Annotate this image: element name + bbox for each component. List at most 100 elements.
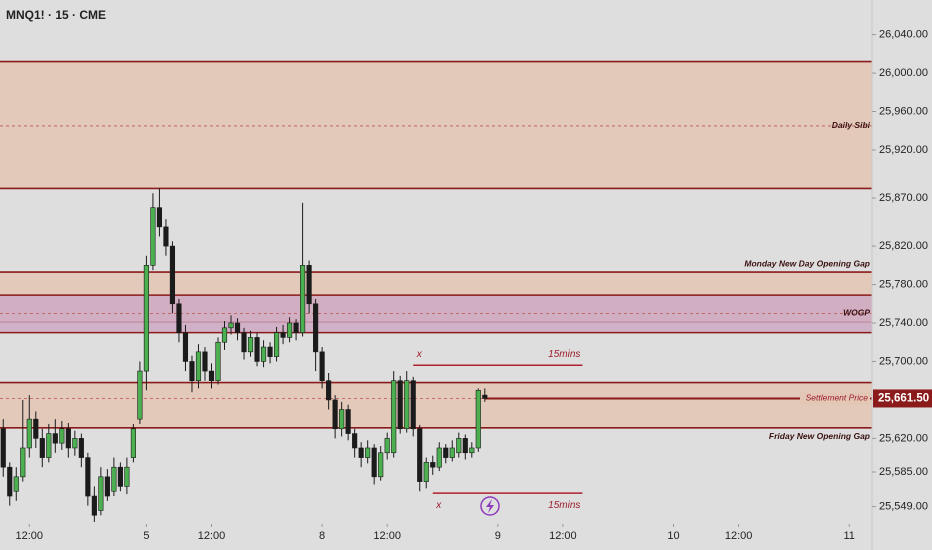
zone bbox=[0, 382, 872, 428]
candle-body bbox=[215, 341, 221, 381]
candle-body bbox=[332, 399, 338, 430]
candle-body bbox=[397, 380, 403, 430]
candle-body bbox=[410, 380, 416, 430]
zone-label: Monday New Day Opening Gap bbox=[744, 258, 870, 268]
candle-body bbox=[247, 337, 254, 353]
candle-body bbox=[7, 466, 13, 497]
candle-body bbox=[78, 438, 84, 458]
y-tick-label: 25,585.00 bbox=[879, 466, 928, 478]
candle-body bbox=[300, 265, 306, 333]
level-marker: x bbox=[416, 349, 423, 360]
candle-body bbox=[365, 447, 371, 458]
candle-body bbox=[254, 337, 260, 362]
candle-body bbox=[462, 438, 468, 454]
candle-body bbox=[85, 457, 91, 497]
y-tick-label: 25,700.00 bbox=[879, 355, 928, 367]
candle-body bbox=[176, 303, 182, 333]
zone bbox=[0, 61, 872, 189]
chart-title: MNQ1! · 15 · CME bbox=[6, 8, 106, 22]
candle-body bbox=[208, 370, 215, 381]
candle-body bbox=[280, 332, 286, 338]
zone-label: WOGP bbox=[843, 308, 870, 318]
candle-body bbox=[358, 447, 364, 458]
x-tick-label: 12:00 bbox=[198, 530, 226, 542]
settlement-label-bg bbox=[800, 392, 870, 405]
candle-body bbox=[52, 433, 58, 444]
candle-body bbox=[313, 303, 319, 353]
candle-body bbox=[163, 226, 169, 247]
candle-body bbox=[117, 466, 123, 487]
x-tick-label: 12:00 bbox=[16, 530, 44, 542]
candle-body bbox=[293, 322, 299, 333]
y-tick-label: 25,549.00 bbox=[879, 501, 928, 513]
candle-body bbox=[339, 409, 345, 430]
zone-label: Daily Sibi bbox=[832, 120, 871, 130]
x-tick-label: 11 bbox=[844, 530, 855, 542]
y-tick-label: 25,960.00 bbox=[879, 105, 928, 117]
candle-body bbox=[182, 332, 189, 362]
candle-body bbox=[384, 438, 390, 454]
y-tick-label: 25,620.00 bbox=[879, 432, 928, 444]
candle-body bbox=[156, 207, 163, 228]
y-tick-label: 26,040.00 bbox=[879, 29, 928, 41]
zone-label: Friday New Opening Gap bbox=[769, 431, 870, 441]
candle-body bbox=[267, 346, 273, 357]
candle-body bbox=[104, 476, 110, 497]
candle-body bbox=[469, 447, 475, 454]
candle-body bbox=[59, 428, 65, 444]
candle-body bbox=[326, 380, 332, 401]
candle-body bbox=[482, 394, 488, 399]
candle-body bbox=[20, 447, 26, 478]
candle-body bbox=[228, 322, 234, 329]
candle-body bbox=[443, 447, 449, 458]
candle-body bbox=[234, 322, 241, 333]
candle-body bbox=[202, 351, 208, 372]
y-tick-label: 25,920.00 bbox=[879, 144, 928, 156]
alert-icon bbox=[480, 496, 500, 516]
candle-body bbox=[98, 476, 104, 511]
y-tick-label: 26,000.00 bbox=[879, 67, 928, 79]
level-label: 15mins bbox=[548, 500, 580, 511]
candle-body bbox=[306, 265, 312, 305]
candle-body bbox=[423, 462, 429, 482]
zone bbox=[0, 295, 872, 333]
candle-body bbox=[391, 380, 397, 454]
candle-body bbox=[273, 332, 280, 357]
candle-body bbox=[189, 361, 195, 381]
candle-body bbox=[449, 447, 455, 458]
candle-body bbox=[111, 466, 117, 492]
candle-body bbox=[195, 351, 202, 381]
x-tick-label: 12:00 bbox=[549, 530, 577, 542]
candle-body bbox=[371, 447, 377, 478]
level-marker: x bbox=[435, 500, 442, 511]
candle-body bbox=[124, 466, 130, 487]
x-tick-label: 8 bbox=[319, 530, 325, 542]
candle-body bbox=[33, 418, 39, 439]
candle-body bbox=[404, 380, 410, 430]
candle-body bbox=[26, 418, 32, 449]
candle-body bbox=[91, 495, 97, 516]
x-tick-label: 9 bbox=[495, 530, 501, 542]
candle-body bbox=[475, 389, 481, 449]
candle-body bbox=[169, 245, 176, 305]
candle-body bbox=[319, 351, 325, 381]
y-tick-label: 25,870.00 bbox=[879, 192, 928, 204]
current-price-label: 25,661.50 bbox=[878, 393, 929, 405]
candle-body bbox=[241, 332, 247, 353]
candle-body bbox=[345, 409, 351, 434]
x-tick-label: 12:00 bbox=[373, 530, 401, 542]
settlement-label: Settlement Price bbox=[806, 393, 869, 403]
candle-body bbox=[13, 476, 19, 492]
y-tick-label: 25,820.00 bbox=[879, 240, 928, 252]
y-tick-label: 25,780.00 bbox=[879, 278, 928, 290]
candle-body bbox=[430, 462, 436, 468]
candle-body bbox=[287, 322, 293, 338]
candle-body bbox=[456, 438, 462, 454]
candle-body bbox=[0, 428, 6, 468]
candle-body bbox=[436, 447, 442, 468]
x-tick-label: 5 bbox=[143, 530, 149, 542]
candle-body bbox=[143, 265, 149, 372]
y-tick-label: 25,740.00 bbox=[879, 317, 928, 329]
candle-body bbox=[137, 370, 143, 420]
